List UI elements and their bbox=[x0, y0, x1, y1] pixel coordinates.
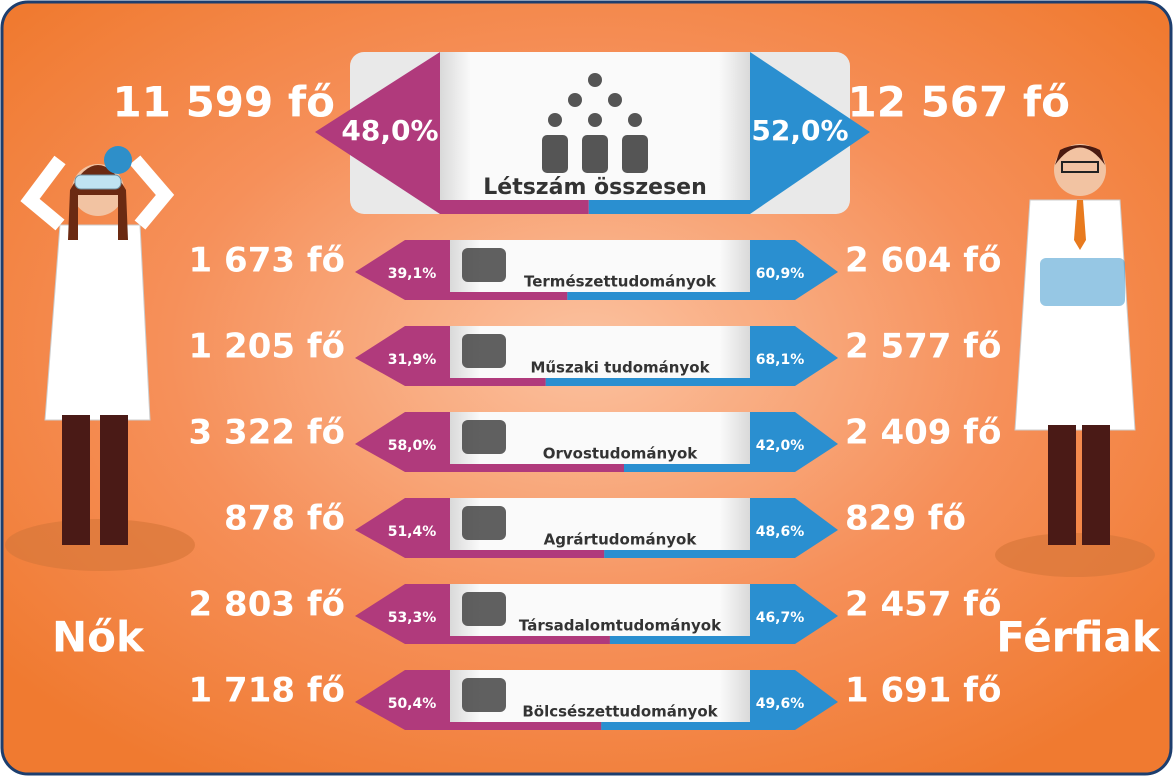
women-share-bar bbox=[440, 200, 589, 214]
people-icon-body bbox=[582, 135, 608, 173]
women-share-bar bbox=[450, 378, 546, 386]
category-icon bbox=[462, 420, 506, 454]
people-icon-dot bbox=[568, 93, 582, 107]
men-count: 2 577 fő bbox=[845, 327, 1001, 367]
people-icon-dot bbox=[628, 113, 642, 127]
men-pct: 48,6% bbox=[756, 524, 805, 540]
category-label: Agrártudományok bbox=[544, 531, 698, 549]
women-pct: 50,4% bbox=[388, 696, 437, 712]
people-icon-body bbox=[542, 135, 568, 173]
category-icon bbox=[462, 678, 506, 712]
category-label: Orvostudományok bbox=[543, 445, 699, 463]
men-count: 2 409 fő bbox=[845, 413, 1001, 453]
men-share-bar bbox=[604, 550, 750, 558]
men-label: Férfiak bbox=[996, 613, 1161, 662]
men-share-bar bbox=[624, 464, 750, 472]
people-icon-body bbox=[622, 135, 648, 173]
men-share-bar bbox=[567, 292, 750, 300]
women-share-bar bbox=[450, 722, 601, 730]
men-pct: 42,0% bbox=[756, 438, 805, 454]
infographic: 48,0% 52,0% Létszám összesen 11 599 fő 12 56… bbox=[0, 0, 1173, 776]
people-icon-dot bbox=[588, 73, 602, 87]
category-label: Műszaki tudományok bbox=[530, 359, 710, 377]
women-count: 1 718 fő bbox=[189, 671, 345, 711]
women-share-bar bbox=[450, 464, 624, 472]
men-pct: 46,7% bbox=[756, 610, 805, 626]
men-count: 829 fő bbox=[845, 499, 966, 539]
category-icon bbox=[462, 334, 506, 368]
people-icon-dot bbox=[588, 113, 602, 127]
men-pct: 68,1% bbox=[756, 352, 805, 368]
men-pct: 60,9% bbox=[756, 266, 805, 282]
women-pct: 53,3% bbox=[388, 610, 437, 626]
women-count: 2 803 fő bbox=[189, 585, 345, 625]
category-label: Bölcsészettudományok bbox=[522, 703, 718, 721]
women-share-bar bbox=[450, 550, 604, 558]
women-count: 11 599 fő bbox=[113, 78, 336, 127]
category-icon bbox=[462, 248, 506, 282]
category-label: Természettudományok bbox=[524, 273, 717, 291]
men-pct: 49,6% bbox=[756, 696, 805, 712]
men-count: 12 567 fő bbox=[848, 78, 1071, 127]
women-pct: 58,0% bbox=[388, 438, 437, 454]
men-count: 1 691 fő bbox=[845, 671, 1001, 711]
women-share-bar bbox=[450, 292, 567, 300]
category-icon bbox=[462, 592, 506, 626]
total-label: Létszám összesen bbox=[483, 175, 707, 200]
women-label: Nők bbox=[52, 613, 145, 662]
men-share-bar bbox=[546, 378, 750, 386]
men-count: 2 604 fő bbox=[845, 241, 1001, 281]
women-count: 3 322 fő bbox=[189, 413, 345, 453]
women-count: 1 205 fő bbox=[189, 327, 345, 367]
women-pct: 51,4% bbox=[388, 524, 437, 540]
women-pct: 39,1% bbox=[388, 266, 437, 282]
women-count: 1 673 fő bbox=[189, 241, 345, 281]
category-icon bbox=[462, 506, 506, 540]
men-count: 2 457 fő bbox=[845, 585, 1001, 625]
people-icon-dot bbox=[608, 93, 622, 107]
men-pct: 52,0% bbox=[751, 114, 848, 147]
category-label: Társadalomtudományok bbox=[519, 617, 722, 635]
people-icon-dot bbox=[548, 113, 562, 127]
women-share-bar bbox=[450, 636, 610, 644]
men-share-bar bbox=[601, 722, 750, 730]
women-count: 878 fő bbox=[224, 499, 345, 539]
women-pct: 31,9% bbox=[388, 352, 437, 368]
women-pct: 48,0% bbox=[341, 114, 438, 147]
men-share-bar bbox=[589, 200, 750, 214]
men-share-bar bbox=[610, 636, 750, 644]
